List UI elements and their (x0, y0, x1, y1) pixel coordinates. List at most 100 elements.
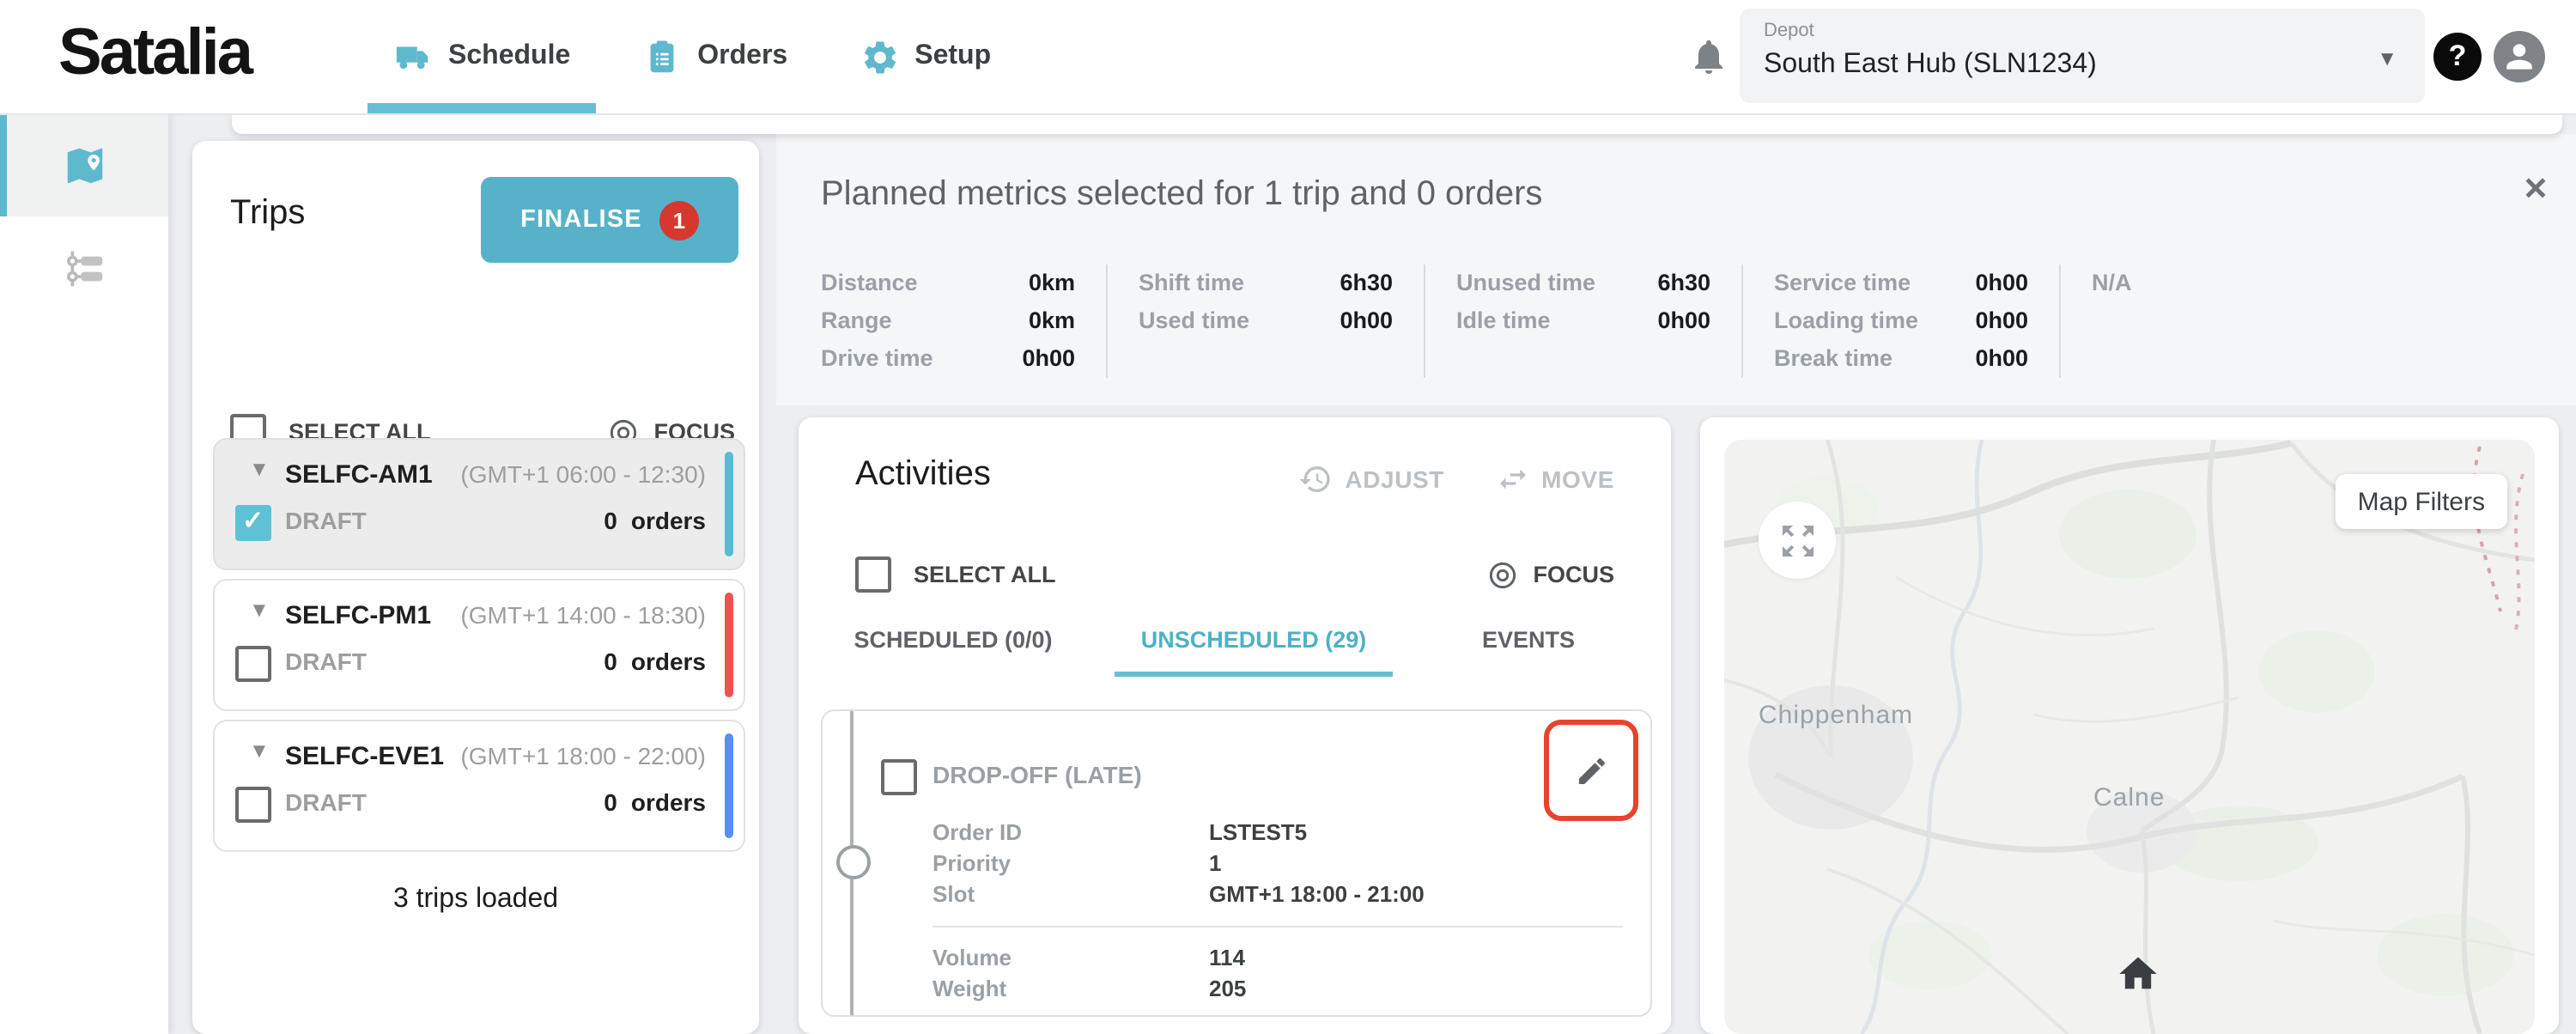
trip-time-window: (GMT+1 06:00 - 12:30) (460, 460, 706, 488)
activity-card[interactable]: DROP-OFF (LATE) Order ID LSTEST5 Priorit… (821, 709, 1652, 1017)
trip-accent-bar (725, 452, 733, 557)
move-label: MOVE (1541, 465, 1614, 493)
activity-field-row: Priority 1 (933, 850, 1616, 876)
field-label: Weight (933, 976, 1007, 1001)
activities-focus-button[interactable]: FOCUS (1485, 557, 1614, 592)
pencil-icon (1578, 757, 1605, 783)
trip-orders-number: 0 (604, 507, 617, 534)
metric-label: Range (821, 307, 892, 333)
tab-setup[interactable]: Setup (823, 0, 1027, 113)
move-arrows-icon (1499, 469, 1526, 490)
metric-value: 0km (1028, 270, 1075, 295)
trip-card[interactable]: ▼ SELFC-PM1 (GMT+1 14:00 - 18:30) DRAFT … (213, 579, 745, 711)
metric-label: Used time (1139, 307, 1250, 333)
activities-panel: Activities ADJUST MOVE SELECT ALL FOCUS (799, 417, 1671, 1034)
chevron-down-icon[interactable]: ▼ (249, 457, 270, 481)
close-icon[interactable]: ✕ (2522, 172, 2549, 206)
sidebar-item-map-view[interactable] (0, 113, 168, 216)
notifications-bell-icon[interactable] (1688, 36, 1729, 77)
trips-title: Trips (230, 194, 306, 232)
metric-value: 0km (1028, 307, 1075, 333)
metric-label: Idle time (1456, 307, 1551, 333)
map-town-label: Calne (2093, 783, 2166, 812)
trips-loaded-status: 3 trips loaded (392, 885, 559, 914)
scrolled-card-edge (232, 113, 2562, 134)
finalise-label: FINALISE (520, 206, 642, 234)
trips-panel: Trips FINALISE 1 SELECT ALL FOCUS USED (… (192, 141, 759, 1034)
tab-scheduled[interactable]: SCHEDULED (0/0) (854, 627, 1053, 653)
map-expand-button[interactable] (1759, 502, 1836, 579)
finalise-badge: 1 (659, 200, 699, 240)
finalise-button[interactable]: FINALISE 1 (481, 177, 738, 263)
trip-orders-number: 0 (604, 788, 617, 816)
divider (933, 926, 1623, 928)
metric-label: Shift time (1139, 270, 1245, 295)
trip-checkbox[interactable] (235, 787, 271, 823)
depot-home-icon[interactable] (2116, 952, 2160, 996)
metrics-grid: Distance 0km Range 0km Drive time 0h00 Shif… (821, 265, 2226, 378)
tab-setup-label: Setup (914, 41, 992, 70)
trip-accent-bar (725, 593, 733, 697)
trip-checkbox[interactable] (235, 505, 271, 541)
metric-value: 0h00 (1340, 307, 1393, 333)
trip-checkbox[interactable] (235, 646, 271, 682)
help-button[interactable]: ? (2433, 33, 2482, 81)
chevron-down-icon[interactable]: ▼ (249, 739, 270, 763)
tab-orders-label: Orders (697, 41, 788, 70)
timeline-node (836, 845, 871, 879)
depot-selector[interactable]: Depot South East Hub (SLN1234) ▼ (1740, 9, 2425, 103)
activity-field-row: Weight 205 (933, 976, 1616, 1001)
tab-orders[interactable]: Orders (606, 0, 823, 113)
trip-name: SELFC-AM1 (285, 460, 433, 490)
metric-value: 0h00 (1657, 307, 1710, 333)
person-icon (2506, 44, 2532, 70)
map-panel: Chippenham Calne Map Filters (1700, 417, 2559, 1034)
trip-orders-unit: orders (630, 648, 706, 675)
edit-activity-button[interactable] (1544, 720, 1638, 821)
field-value: GMT+1 18:00 - 21:00 (1209, 881, 1425, 907)
trip-orders-unit: orders (630, 507, 706, 534)
trip-orders-count: 0 orders (604, 648, 706, 675)
chevron-down-icon[interactable]: ▼ (249, 598, 270, 622)
metrics-col-na: N/A (2059, 265, 2226, 378)
sidebar-item-timeline-view[interactable] (0, 216, 168, 319)
metrics-col-shift: Shift time 6h30 Used time 0h00 (1106, 265, 1424, 378)
trip-card[interactable]: ▼ SELFC-AM1 (GMT+1 06:00 - 12:30) DRAFT … (213, 438, 745, 570)
field-value: 205 (1209, 976, 1247, 1001)
main-nav: Schedule Orders Setup (357, 0, 1027, 113)
metric-na: N/A (2092, 270, 2132, 295)
activities-select-all-checkbox[interactable] (855, 557, 891, 593)
field-value: 1 (1209, 850, 1222, 876)
trip-name: SELFC-EVE1 (285, 742, 445, 771)
field-value: LSTEST5 (1209, 819, 1308, 845)
expand-arrows-icon (1782, 525, 1813, 556)
metric-value: 0h00 (1975, 307, 2028, 333)
user-avatar[interactable] (2494, 31, 2545, 82)
tab-unscheduled[interactable]: UNSCHEDULED (29) (1108, 627, 1400, 677)
tab-events[interactable]: EVENTS (1481, 627, 1575, 653)
tab-schedule[interactable]: Schedule (357, 0, 606, 113)
gear-icon (864, 40, 896, 73)
metric-label: Distance (821, 270, 918, 295)
trip-card[interactable]: ▼ SELFC-EVE1 (GMT+1 18:00 - 22:00) DRAFT… (213, 720, 745, 852)
activity-type-label: DROP-OFF (LATE) (933, 761, 1142, 788)
metric-value: 6h30 (1657, 270, 1710, 295)
chevron-down-icon: ▼ (2377, 46, 2397, 70)
adjust-label: ADJUST (1345, 465, 1444, 493)
map-filters-button[interactable]: Map Filters (2335, 474, 2507, 529)
map-canvas[interactable]: Chippenham Calne Map Filters (1724, 440, 2535, 1034)
move-button[interactable]: MOVE (1495, 462, 1614, 496)
trip-status-badge: DRAFT (285, 788, 367, 816)
activities-select-row: SELECT ALL FOCUS (855, 557, 1614, 593)
field-label: Priority (933, 850, 1012, 876)
depot-value: South East Hub (SLN1234) (1764, 50, 2097, 79)
trip-orders-number: 0 (604, 648, 617, 675)
adjust-button[interactable]: ADJUST (1298, 462, 1444, 496)
metrics-col-service: Service time 0h00 Loading time 0h00 Break … (1741, 265, 2059, 378)
metric-label: Drive time (821, 345, 933, 371)
metric-label: Unused time (1456, 270, 1596, 295)
activity-field-row: Volume 114 (933, 945, 1616, 970)
tab-schedule-label: Schedule (448, 41, 571, 70)
field-label: Slot (933, 881, 975, 907)
activity-checkbox[interactable] (881, 759, 917, 795)
